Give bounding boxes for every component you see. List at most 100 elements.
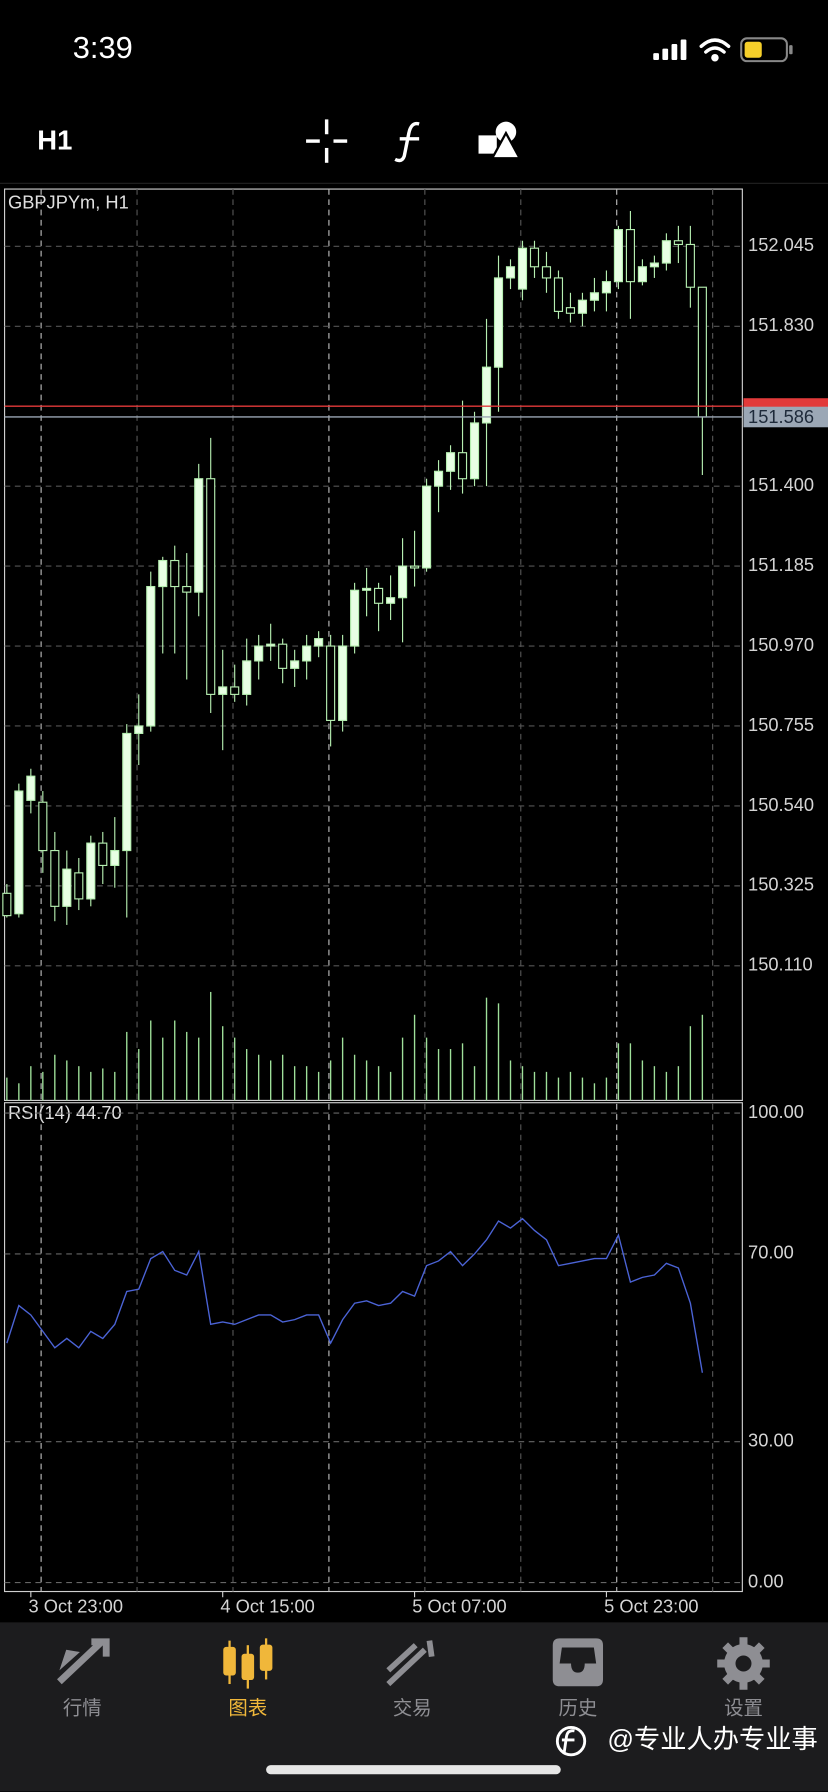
watermark: @专业人办专业事 xyxy=(607,1724,817,1754)
y-tick-label: 150.325 xyxy=(748,874,814,895)
candle-body xyxy=(50,849,60,907)
y-tick-label: 150.755 xyxy=(748,714,814,735)
candle-body xyxy=(625,229,635,283)
candle-body xyxy=(493,277,504,368)
candle-body xyxy=(421,485,432,569)
bid-tag xyxy=(743,406,828,428)
candle-body xyxy=(194,478,204,593)
candle-body xyxy=(505,266,516,279)
candle-body xyxy=(326,645,336,721)
candle-body xyxy=(529,247,540,268)
tab-label[interactable]: 设置 xyxy=(724,1697,763,1719)
y-tick-label: 151.185 xyxy=(748,554,814,575)
candle-body xyxy=(2,892,12,917)
y-tick-label: 150.970 xyxy=(748,634,814,655)
candle-body xyxy=(206,478,216,695)
candle-body xyxy=(649,262,659,268)
candle-body xyxy=(122,732,132,852)
crosshair-button[interactable] xyxy=(306,119,348,163)
candle-body xyxy=(410,565,420,569)
candle-body xyxy=(469,422,480,480)
status-time: 3:39 xyxy=(73,30,133,65)
candle-body xyxy=(26,775,36,801)
candle-body xyxy=(589,292,600,301)
candle-body xyxy=(110,849,120,867)
candle-body xyxy=(541,266,552,279)
tab-label[interactable]: 历史 xyxy=(558,1697,597,1719)
candle-body xyxy=(445,452,456,472)
candle-body xyxy=(697,286,707,418)
price-panel xyxy=(3,188,743,1102)
candle-body xyxy=(577,299,588,314)
candle-body xyxy=(350,589,360,647)
x-tick-label: 4 Oct 15:00 xyxy=(220,1595,314,1616)
candle-body xyxy=(218,686,228,695)
chart-icon[interactable] xyxy=(223,1638,273,1689)
candle-body xyxy=(517,247,528,290)
x-tick-label: 5 Oct 07:00 xyxy=(412,1595,506,1616)
home-indicator xyxy=(266,1765,561,1775)
wifi-icon xyxy=(699,38,731,62)
candle-body xyxy=(86,842,96,900)
candle-body xyxy=(302,645,312,662)
candle-body xyxy=(74,872,84,900)
y-tick-label: 151.830 xyxy=(748,314,814,335)
candle-body xyxy=(362,587,372,591)
candle-body xyxy=(290,660,300,669)
candle-body xyxy=(613,229,623,283)
settings-icon[interactable] xyxy=(717,1637,770,1690)
history-icon[interactable] xyxy=(552,1638,604,1687)
candle-body xyxy=(673,240,683,246)
y-tick-label: 100.00 xyxy=(748,1101,804,1122)
x-tick-label: 5 Oct 23:00 xyxy=(604,1595,698,1616)
tab-label[interactable]: 图表 xyxy=(228,1697,267,1719)
candle-body xyxy=(14,790,24,915)
candle-body xyxy=(601,281,612,294)
watermark-logo xyxy=(555,1725,587,1757)
trade-icon[interactable] xyxy=(386,1640,435,1687)
indicators-button[interactable] xyxy=(394,121,420,163)
candle-body xyxy=(242,660,252,695)
candle-body xyxy=(182,585,192,593)
candle-body xyxy=(553,277,564,312)
candle-body xyxy=(146,585,156,727)
candle-body xyxy=(481,366,492,424)
bid-price: 151.586 xyxy=(748,406,814,427)
signal-icon xyxy=(653,39,687,61)
y-tick-label: 30.00 xyxy=(748,1430,794,1451)
rsi-label: RSI(14) 44.70 xyxy=(8,1102,122,1123)
y-tick-label: 0.00 xyxy=(748,1570,784,1591)
candle-body xyxy=(338,645,348,721)
candle-body xyxy=(314,638,324,647)
y-tick-label: 150.110 xyxy=(748,954,813,975)
objects-button[interactable] xyxy=(478,121,522,160)
candle-body xyxy=(62,868,72,907)
y-tick-label: 152.045 xyxy=(748,234,814,255)
y-tick-label: 70.00 xyxy=(748,1242,794,1263)
candle-body xyxy=(266,643,276,647)
candle-body xyxy=(386,597,396,604)
candle-body xyxy=(278,643,288,669)
y-tick-label: 151.400 xyxy=(748,474,814,495)
battery-icon xyxy=(740,37,793,63)
candle-body xyxy=(374,587,384,604)
candle-body xyxy=(230,686,240,695)
candle-body xyxy=(38,801,48,852)
tab-label[interactable]: 行情 xyxy=(63,1697,102,1719)
candle-body xyxy=(661,240,671,264)
candle-body xyxy=(170,559,180,588)
candle-body xyxy=(433,470,444,487)
chart-layer: 152.045 151.830 151.400 151.185 150.970 150.7… xyxy=(2,189,828,1616)
timeframe-button[interactable]: H1 xyxy=(37,124,72,155)
candle-body xyxy=(398,565,408,599)
candle-body xyxy=(134,725,144,734)
candle-body xyxy=(637,266,647,283)
candle-body xyxy=(98,842,108,867)
x-tick-label: 3 Oct 23:00 xyxy=(29,1595,123,1616)
candle-body xyxy=(254,645,264,662)
symbol-label: GBPJPYm, H1 xyxy=(8,192,129,213)
tab-label[interactable]: 交易 xyxy=(393,1697,432,1719)
candle-body xyxy=(158,559,168,588)
